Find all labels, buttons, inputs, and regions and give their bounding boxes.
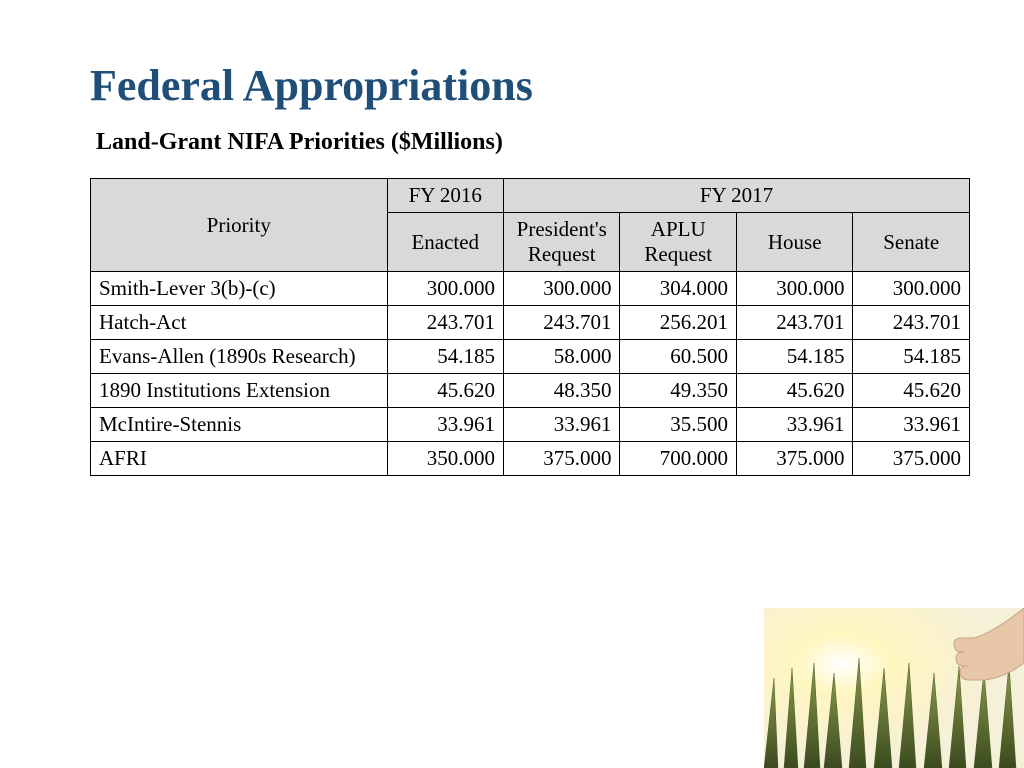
row-label: 1890 Institutions Extension <box>91 374 388 408</box>
col-header-fy2016: FY 2016 <box>387 179 503 213</box>
table-row: 1890 Institutions Extension 45.620 48.35… <box>91 374 970 408</box>
cell-value: 375.000 <box>853 442 970 476</box>
col-subheader-aplu: APLU Request <box>620 213 736 272</box>
cell-value: 350.000 <box>387 442 503 476</box>
cell-value: 33.961 <box>387 408 503 442</box>
table-row: Hatch-Act 243.701 243.701 256.201 243.70… <box>91 306 970 340</box>
cell-value: 45.620 <box>387 374 503 408</box>
page-title: Federal Appropriations <box>90 60 974 111</box>
col-subheader-senate: Senate <box>853 213 970 272</box>
col-subheader-house: House <box>736 213 852 272</box>
cell-value: 58.000 <box>504 340 620 374</box>
table-header-row-1: Priority FY 2016 FY 2017 <box>91 179 970 213</box>
wheat-field-photo <box>764 608 1024 768</box>
table-row: Evans-Allen (1890s Research) 54.185 58.0… <box>91 340 970 374</box>
cell-value: 256.201 <box>620 306 736 340</box>
table-row: McIntire-Stennis 33.961 33.961 35.500 33… <box>91 408 970 442</box>
cell-value: 45.620 <box>736 374 852 408</box>
cell-value: 49.350 <box>620 374 736 408</box>
row-label: AFRI <box>91 442 388 476</box>
row-label: Hatch-Act <box>91 306 388 340</box>
col-header-fy2017: FY 2017 <box>504 179 970 213</box>
row-label: Evans-Allen (1890s Research) <box>91 340 388 374</box>
col-header-priority: Priority <box>91 179 388 272</box>
cell-value: 304.000 <box>620 272 736 306</box>
table-row: AFRI 350.000 375.000 700.000 375.000 375… <box>91 442 970 476</box>
cell-value: 45.620 <box>853 374 970 408</box>
cell-value: 243.701 <box>853 306 970 340</box>
table-row: Smith-Lever 3(b)-(c) 300.000 300.000 304… <box>91 272 970 306</box>
cell-value: 54.185 <box>387 340 503 374</box>
cell-value: 300.000 <box>387 272 503 306</box>
cell-value: 700.000 <box>620 442 736 476</box>
cell-value: 300.000 <box>736 272 852 306</box>
cell-value: 300.000 <box>853 272 970 306</box>
cell-value: 54.185 <box>853 340 970 374</box>
cell-value: 300.000 <box>504 272 620 306</box>
col-subheader-enacted: Enacted <box>387 213 503 272</box>
slide-container: Federal Appropriations Land-Grant NIFA P… <box>0 0 1024 476</box>
cell-value: 33.961 <box>736 408 852 442</box>
appropriations-table: Priority FY 2016 FY 2017 Enacted Preside… <box>90 178 970 476</box>
cell-value: 33.961 <box>504 408 620 442</box>
col-subheader-presidents: President's Request <box>504 213 620 272</box>
cell-value: 243.701 <box>504 306 620 340</box>
row-label: McIntire-Stennis <box>91 408 388 442</box>
cell-value: 54.185 <box>736 340 852 374</box>
cell-value: 33.961 <box>853 408 970 442</box>
cell-value: 243.701 <box>387 306 503 340</box>
cell-value: 375.000 <box>736 442 852 476</box>
page-subtitle: Land-Grant NIFA Priorities ($Millions) <box>96 129 974 156</box>
cell-value: 375.000 <box>504 442 620 476</box>
cell-value: 48.350 <box>504 374 620 408</box>
table-body: Smith-Lever 3(b)-(c) 300.000 300.000 304… <box>91 272 970 476</box>
row-label: Smith-Lever 3(b)-(c) <box>91 272 388 306</box>
wheat-field-icon <box>764 608 1024 768</box>
cell-value: 243.701 <box>736 306 852 340</box>
cell-value: 60.500 <box>620 340 736 374</box>
cell-value: 35.500 <box>620 408 736 442</box>
